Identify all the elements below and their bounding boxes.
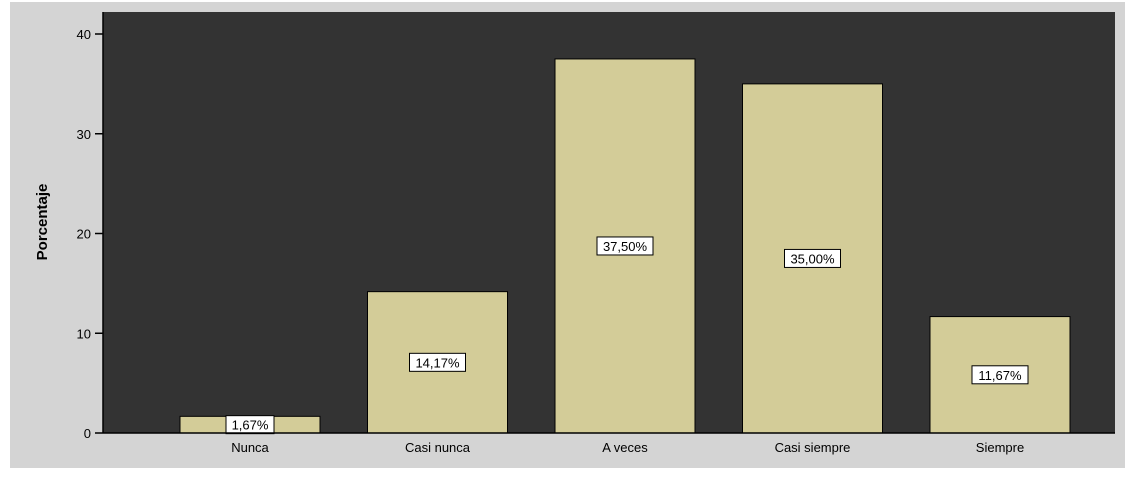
y-tick-label: 30 <box>77 127 91 142</box>
x-category-label: Siempre <box>976 440 1024 455</box>
y-axis: 0 10 20 30 40 <box>77 12 104 441</box>
y-tick-label: 0 <box>84 426 91 441</box>
data-label: 11,67% <box>978 368 1022 383</box>
x-axis-labels: Nunca Casi nunca A veces Casi siempre Siempr… <box>231 440 1024 455</box>
y-tick-label: 20 <box>77 227 91 242</box>
bars: 1,67% 14,17% 37,50% 35,00% 11,67% <box>179 58 1071 435</box>
x-category-label: Nunca <box>231 440 269 455</box>
y-axis-label: Porcentaje <box>34 184 51 261</box>
data-label-box <box>971 365 1029 385</box>
y-tick-label: 10 <box>77 326 91 341</box>
data-label: 35,00% <box>790 251 835 266</box>
x-category-label: Casi siempre <box>775 440 851 455</box>
x-category-label: Casi nunca <box>405 440 471 455</box>
data-label: 37,50% <box>603 239 648 254</box>
data-label-box <box>409 352 466 372</box>
data-label: 1,67% <box>232 418 269 433</box>
data-label: 14,17% <box>415 355 460 370</box>
y-tick-label: 40 <box>77 27 91 42</box>
data-label-box <box>596 236 654 256</box>
x-category-label: A veces <box>602 440 648 455</box>
data-label-box <box>784 248 841 268</box>
